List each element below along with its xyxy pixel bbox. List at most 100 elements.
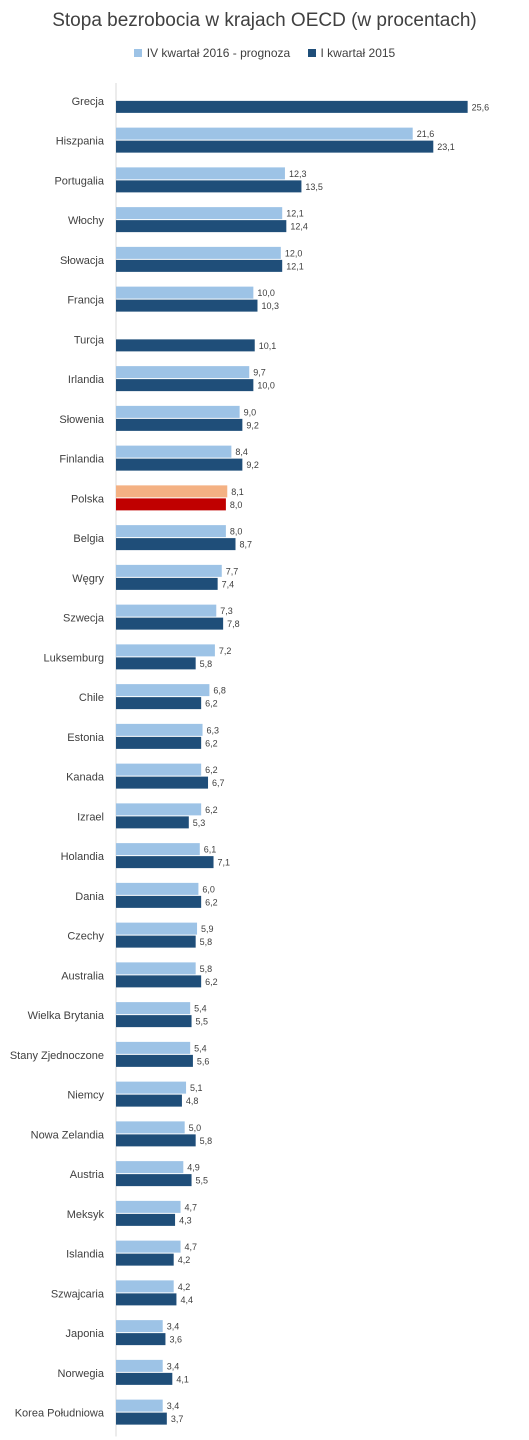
category-label-grecja: Grecja (72, 96, 105, 108)
value-label-forecast-estonia: 6,3 (207, 725, 220, 735)
category-label-nowa-zelandia: Nowa Zelandia (31, 1129, 105, 1141)
bar-forecast-szwajcaria (116, 1280, 174, 1293)
value-label-2015-stany-zjednoczone: 5,6 (197, 1056, 210, 1066)
value-label-2015-australia: 6,2 (205, 977, 218, 987)
bar-forecast-stany-zjednoczone (116, 1041, 191, 1054)
chart-title: Stopa bezrobocia w krajach OECD (w proce… (52, 10, 477, 31)
bar-2015-japonia (116, 1333, 166, 1346)
value-label-2015-polska: 8,0 (230, 500, 243, 510)
value-label-forecast-slowenia: 9,0 (244, 407, 257, 417)
bar-2015-czechy (116, 935, 196, 948)
category-label-polska: Polska (71, 493, 105, 505)
category-label-norwegia: Norwegia (58, 1368, 105, 1380)
category-label-finlandia: Finlandia (59, 454, 105, 466)
bar-forecast-szwecja (116, 604, 217, 617)
value-label-2015-portugalia: 13,5 (305, 182, 323, 192)
value-label-2015-islandia: 4,2 (178, 1255, 191, 1265)
value-label-forecast-slowacja: 12,0 (285, 248, 303, 258)
value-label-forecast-luksemburg: 7,2 (219, 646, 232, 656)
bar-forecast-slowenia (116, 405, 240, 418)
bar-forecast-nowa-zelandia (116, 1121, 185, 1134)
value-label-forecast-dania: 6,0 (202, 884, 215, 894)
value-label-2015-irlandia: 10,0 (257, 381, 275, 391)
bar-forecast-australia (116, 962, 196, 975)
value-label-forecast-portugalia: 12,3 (289, 169, 307, 179)
bar-forecast-francja (116, 286, 254, 299)
value-label-forecast-austria: 4,9 (187, 1163, 200, 1173)
value-label-forecast-francja: 10,0 (257, 288, 275, 298)
bar-forecast-wielka-brytania (116, 1002, 191, 1015)
value-label-forecast-islandia: 4,7 (185, 1242, 198, 1252)
category-label-estonia: Estonia (67, 732, 105, 744)
bar-forecast-wlochy (116, 207, 283, 220)
category-label-slowenia: Słowenia (59, 414, 105, 426)
value-label-2015-turcja: 10,1 (259, 341, 277, 351)
legend-swatch-2015 (307, 49, 316, 57)
category-label-hiszpania: Hiszpania (56, 136, 105, 148)
bar-forecast-estonia (116, 723, 203, 736)
category-label-belgia: Belgia (73, 533, 104, 545)
legend-label-2015: I kwartał 2015 (320, 46, 396, 60)
value-label-2015-japonia: 3,6 (169, 1335, 182, 1345)
bar-2015-norwegia (116, 1372, 173, 1385)
category-label-szwajcaria: Szwajcaria (51, 1288, 105, 1300)
category-label-portugalia: Portugalia (54, 175, 104, 187)
category-label-korea-poludniowa: Korea Południowa (15, 1408, 105, 1420)
value-label-2015-izrael: 5,3 (193, 818, 206, 828)
bar-2015-kanada (116, 776, 209, 789)
category-label-irlandia: Irlandia (68, 374, 105, 386)
bar-2015-islandia (116, 1253, 174, 1266)
value-label-2015-luksemburg: 5,8 (200, 659, 213, 669)
value-label-forecast-niemcy: 5,1 (190, 1083, 203, 1093)
value-label-2015-hiszpania: 23,1 (437, 142, 455, 152)
category-label-slowacja: Słowacja (60, 255, 105, 267)
bar-forecast-hiszpania (116, 127, 413, 140)
value-label-forecast-czechy: 5,9 (201, 924, 214, 934)
bar-2015-irlandia (116, 379, 254, 392)
bar-2015-hiszpania (116, 140, 434, 153)
value-label-forecast-szwecja: 7,3 (220, 606, 233, 616)
chart-legend: IV kwartał 2016 - prognoza I kwartał 201… (0, 46, 529, 60)
category-label-czechy: Czechy (67, 931, 104, 943)
bar-2015-dania (116, 895, 202, 908)
value-label-2015-slowenia: 9,2 (246, 420, 259, 430)
category-label-islandia: Islandia (66, 1249, 105, 1261)
value-label-2015-dania: 6,2 (205, 897, 218, 907)
bar-2015-wielka-brytania (116, 1015, 192, 1028)
bar-forecast-korea-poludniowa (116, 1399, 163, 1412)
value-label-forecast-finlandia: 8,4 (235, 447, 248, 457)
category-label-izrael: Izrael (77, 811, 104, 823)
bar-2015-portugalia (116, 180, 302, 193)
value-label-2015-wlochy: 12,4 (290, 222, 308, 232)
value-label-2015-holandia: 7,1 (218, 858, 231, 868)
category-label-turcja: Turcja (74, 334, 105, 346)
value-label-2015-norwegia: 4,1 (176, 1374, 189, 1384)
bar-2015-estonia (116, 736, 202, 749)
bar-2015-wlochy (116, 220, 287, 233)
legend-label-forecast: IV kwartał 2016 - prognoza (146, 46, 291, 60)
value-label-2015-estonia: 6,2 (205, 738, 218, 748)
value-label-forecast-wielka-brytania: 5,4 (194, 1004, 207, 1014)
bar-2015-finlandia (116, 458, 243, 471)
value-label-2015-grecja: 25,6 (472, 102, 490, 112)
bar-forecast-polska (116, 485, 228, 498)
category-label-luksemburg: Luksemburg (43, 652, 104, 664)
value-label-forecast-irlandia: 9,7 (253, 368, 266, 378)
bar-forecast-slowacja (116, 246, 281, 259)
category-label-wielka-brytania: Wielka Brytania (28, 1010, 105, 1022)
bar-2015-francja (116, 299, 258, 312)
category-label-szwecja: Szwecja (63, 613, 105, 625)
value-label-2015-wielka-brytania: 5,5 (196, 1017, 209, 1027)
value-label-2015-nowa-zelandia: 5,8 (200, 1136, 213, 1146)
category-label-kanada: Kanada (66, 772, 105, 784)
bar-forecast-dania (116, 882, 199, 895)
value-label-2015-francja: 10,3 (261, 301, 279, 311)
bar-2015-slowacja (116, 259, 283, 272)
value-label-forecast-norwegia: 3,4 (167, 1361, 180, 1371)
value-label-forecast-wegry: 7,7 (226, 566, 239, 576)
bar-forecast-holandia (116, 843, 200, 856)
bar-forecast-wegry (116, 564, 222, 577)
value-label-2015-austria: 5,5 (196, 1176, 209, 1186)
bar-forecast-chile (116, 684, 210, 697)
value-label-2015-szwecja: 7,8 (227, 619, 240, 629)
